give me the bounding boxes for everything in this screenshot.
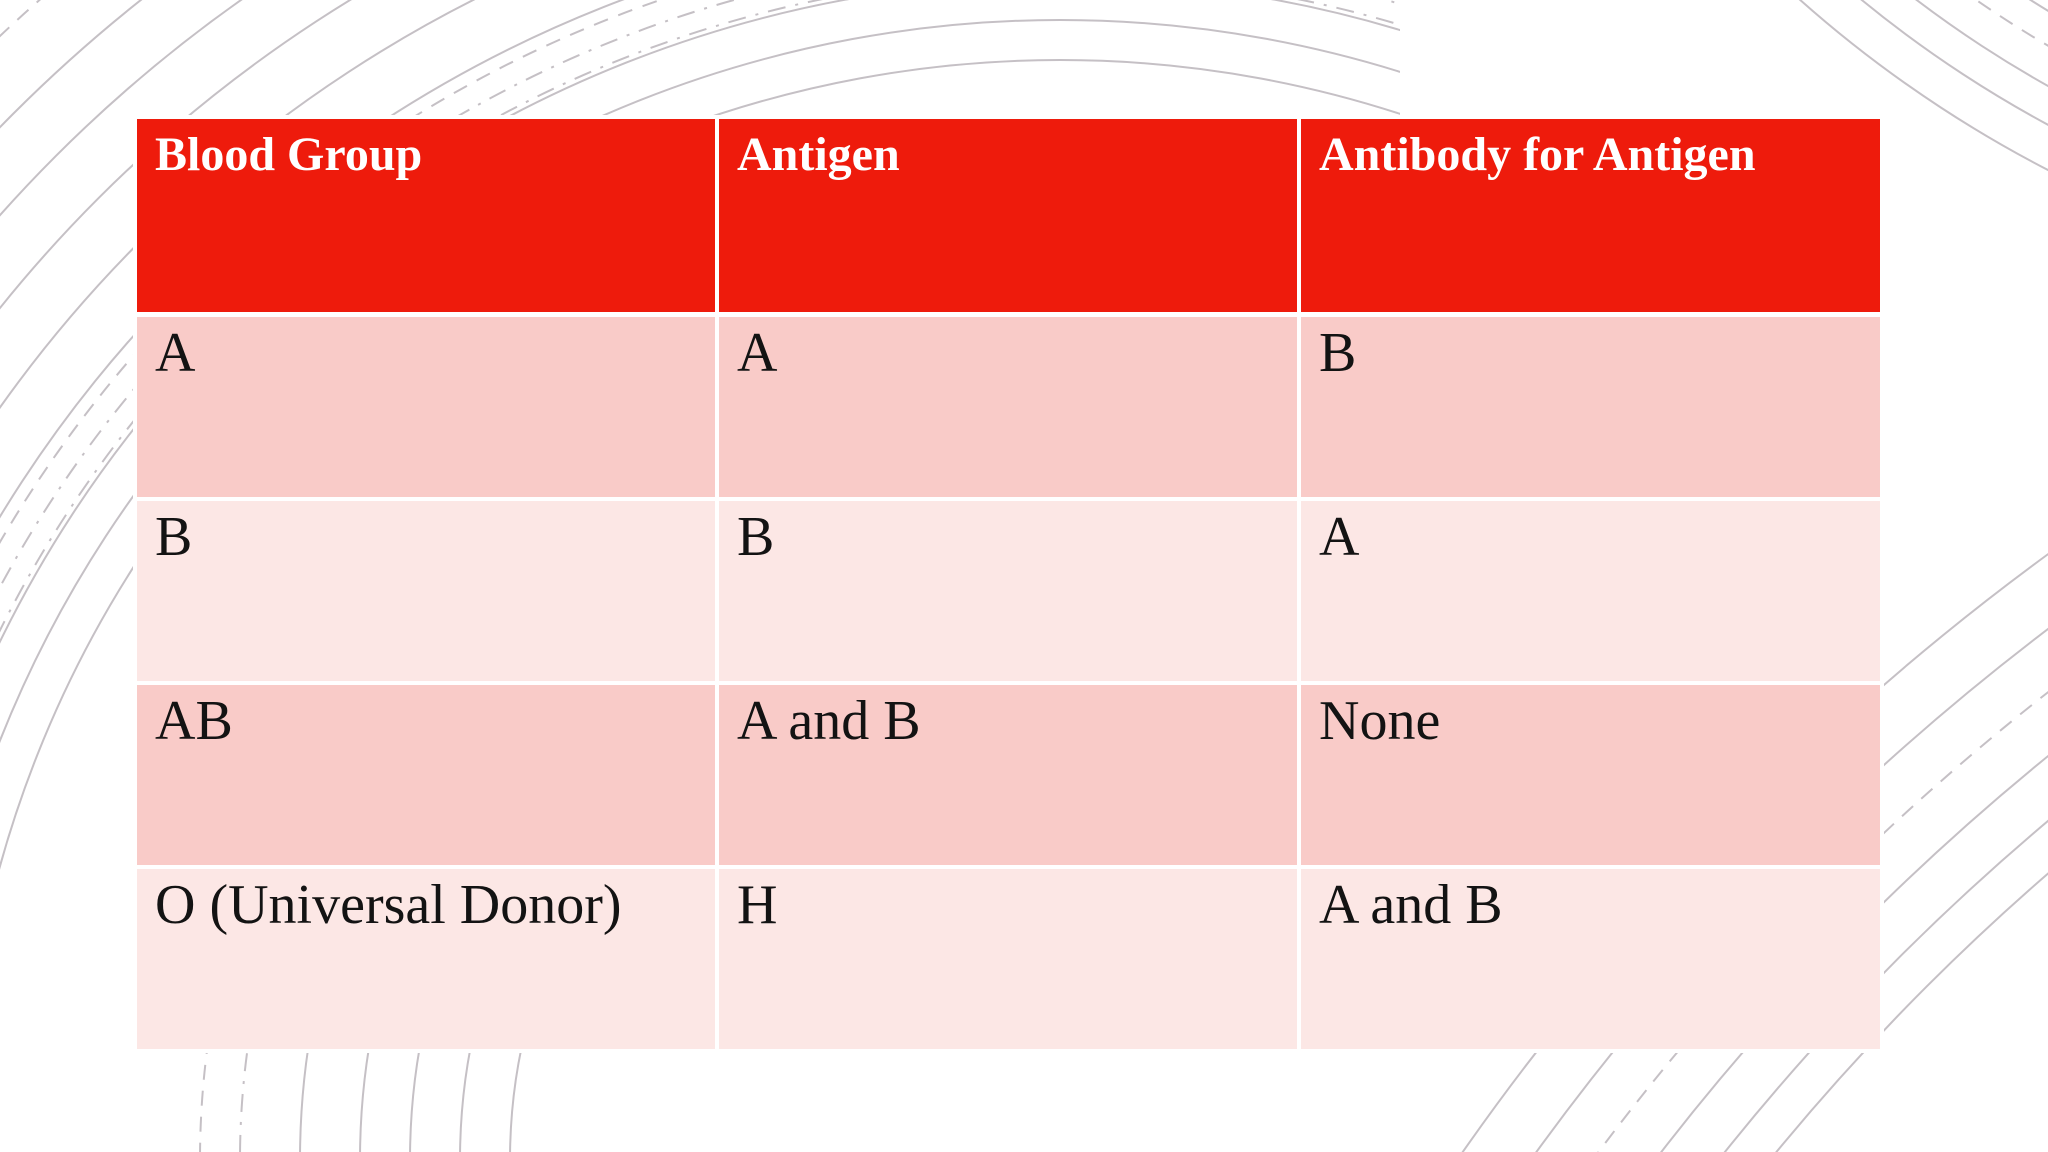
table-row-blood-group-ab: AB A and B None [133,681,1884,869]
table-header-row: Blood Group Antigen Antibody for Antigen [133,115,1884,317]
table-row-blood-group-o: O (Universal Donor) H A and B [133,865,1884,1053]
cell-antibody: A [1297,497,1884,685]
cell-antibody: A and B [1297,865,1884,1053]
blood-group-table: Blood Group Antigen Antibody for Antigen… [133,115,1884,1053]
cell-blood-group: O (Universal Donor) [133,865,719,1053]
cell-antigen: B [715,497,1301,685]
cell-blood-group: AB [133,681,719,869]
cell-antibody: B [1297,312,1884,501]
table-row-blood-group-a: A A B [133,312,1884,501]
cell-antigen: A and B [715,681,1301,869]
table-row-blood-group-b: B B A [133,497,1884,685]
column-header-antibody-for-antigen: Antibody for Antigen [1297,115,1884,317]
column-header-blood-group: Blood Group [133,115,719,317]
cell-blood-group: B [133,497,719,685]
cell-antigen: H [715,865,1301,1053]
cell-blood-group: A [133,312,719,501]
cell-antibody: None [1297,681,1884,869]
cell-antigen: A [715,312,1301,501]
column-header-antigen: Antigen [715,115,1301,317]
